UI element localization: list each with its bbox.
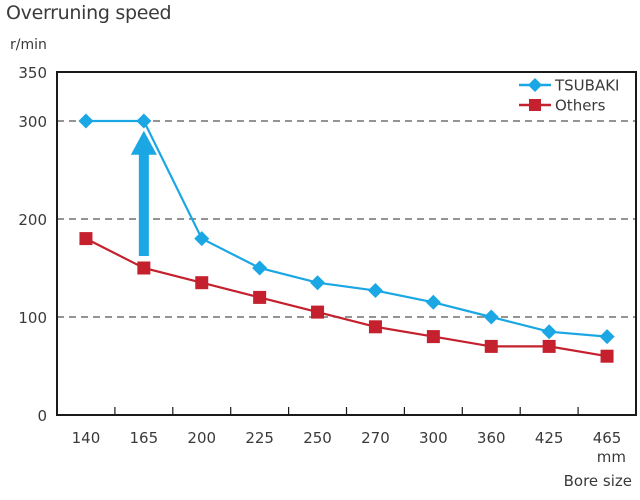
series-layer: [78, 113, 615, 363]
x-tick-label: 165: [130, 429, 159, 447]
x-tick-label: 140: [72, 429, 101, 447]
x-tick-label: 300: [419, 429, 448, 447]
data-point-square: [311, 305, 325, 319]
x-tick-label: 360: [477, 429, 506, 447]
legend-square-icon: [529, 99, 541, 111]
highlight-arrow: [130, 130, 157, 256]
legend-label: TSUBAKI: [554, 77, 619, 95]
legend: TSUBAKI Others: [519, 77, 619, 115]
data-point-square: [542, 339, 556, 353]
data-point-diamond: [483, 309, 499, 325]
y-tick-label: 350: [18, 64, 47, 82]
x-tick-label: 250: [303, 429, 332, 447]
x-tick-label: 270: [361, 429, 390, 447]
data-point-diamond: [425, 294, 441, 310]
annotations: [130, 130, 157, 256]
data-point-square: [368, 320, 382, 334]
data-point-square: [137, 261, 151, 275]
x-axis-unit: mm: [596, 448, 626, 466]
data-point-square: [426, 330, 440, 344]
data-point-square: [484, 339, 498, 353]
data-point-square: [195, 276, 209, 290]
x-axis-label: Bore size: [563, 472, 632, 490]
x-tick-label: 200: [187, 429, 216, 447]
series-line: [85, 119, 608, 338]
x-tick-label: 465: [593, 429, 622, 447]
series-others: [79, 232, 614, 363]
x-tick-label: 225: [245, 429, 274, 447]
y-tick-label: 100: [18, 309, 47, 327]
y-tick-label: 200: [18, 211, 47, 229]
legend-label: Others: [555, 97, 606, 115]
data-point-diamond: [78, 113, 94, 129]
data-point-diamond: [541, 324, 557, 340]
legend-diamond-icon: [528, 78, 542, 92]
data-point-diamond: [367, 283, 383, 299]
gridlines: [57, 120, 636, 318]
x-tick-label: 425: [535, 429, 564, 447]
y-tick-labels: 0 100 200 300 350: [18, 64, 47, 425]
series-tsubaki: [78, 113, 615, 345]
legend-item-tsubaki: TSUBAKI: [519, 77, 619, 95]
data-point-square: [600, 349, 614, 363]
y-axis-unit: r/min: [10, 37, 47, 53]
data-point-diamond: [252, 260, 268, 276]
legend-item-others: Others: [519, 97, 606, 115]
axes: [56, 71, 637, 416]
x-tick-labels: 140 165 200 225 250 270 300 360 425 465: [72, 429, 622, 447]
arrow-shaft: [138, 152, 149, 256]
data-point-diamond: [599, 329, 615, 345]
data-point-square: [79, 232, 93, 246]
data-point-diamond: [136, 113, 152, 129]
y-tick-label: 300: [18, 113, 47, 131]
arrow-head: [130, 130, 157, 155]
data-point-square: [253, 290, 267, 304]
data-point-diamond: [194, 231, 210, 247]
y-tick-label: 0: [37, 407, 47, 425]
data-point-diamond: [310, 275, 326, 291]
chart-title: Overruning speed: [6, 2, 172, 24]
series-line: [85, 237, 608, 358]
